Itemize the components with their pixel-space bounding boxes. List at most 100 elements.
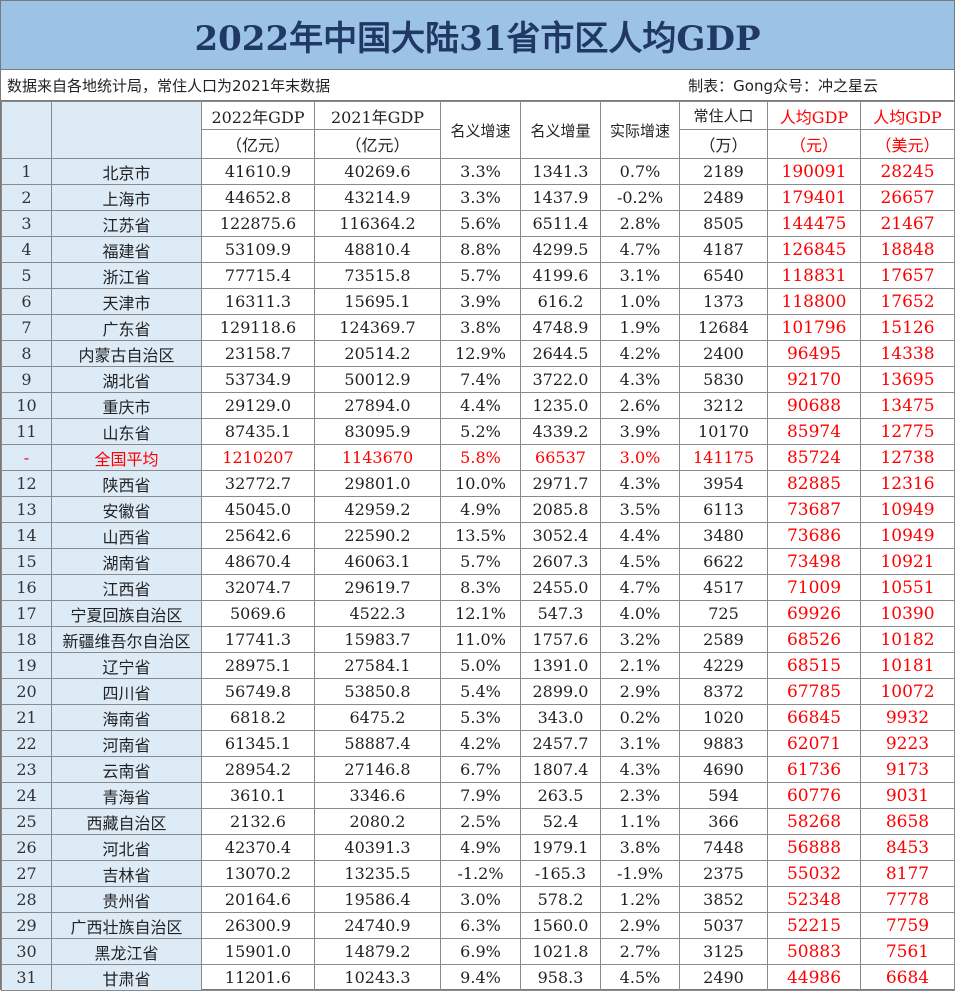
cell-real-rate: 0.7%	[600, 158, 680, 185]
cell-gdp2022: 20164.6	[201, 886, 315, 913]
cell-gdp2022: 28954.2	[201, 756, 315, 783]
cell-rank: 8	[1, 340, 52, 367]
cell-per-capita-usd: 7759	[860, 912, 955, 939]
cell-population: 3480	[679, 522, 768, 549]
cell-gdp2022: 42370.4	[201, 834, 315, 861]
cell-population: 4229	[679, 652, 768, 679]
cell-per-capita-cny: 66845	[767, 704, 861, 731]
cell-nominal-rate: 5.6%	[440, 210, 521, 237]
cell-per-capita-usd: 26657	[860, 184, 955, 211]
cell-gdp2021: 40391.3	[314, 834, 441, 861]
cell-nominal-rate: 3.3%	[440, 184, 521, 211]
cell-per-capita-cny: 85974	[767, 418, 861, 445]
cell-population: 5037	[679, 912, 768, 939]
table-row: 3 江苏省 122875.6 116364.2 5.6% 6511.4 2.8% 8505 14…	[1, 210, 955, 237]
cell-gdp2022: 48670.4	[201, 548, 315, 575]
cell-nominal-increase: 1235.0	[520, 392, 601, 419]
cell-region: 湖北省	[51, 366, 202, 393]
nominal-rate-header: 名义增速	[440, 101, 521, 159]
cell-real-rate: 1.9%	[600, 314, 680, 341]
cell-per-capita-cny: 69926	[767, 600, 861, 627]
table-row: 15 湖南省 48670.4 46063.1 5.7% 2607.3 4.5% 6622 734…	[1, 548, 955, 575]
cell-region: 北京市	[51, 158, 202, 185]
cell-per-capita-cny: 92170	[767, 366, 861, 393]
cell-nominal-rate: 12.1%	[440, 600, 521, 627]
cell-nominal-rate: 5.8%	[440, 444, 521, 471]
cell-real-rate: 2.8%	[600, 210, 680, 237]
cell-population: 1020	[679, 704, 768, 731]
cell-gdp2021: 43214.9	[314, 184, 441, 211]
cell-nominal-increase: 2085.8	[520, 496, 601, 523]
table-row: 22 河南省 61345.1 58887.4 4.2% 2457.7 3.1% 9883 620…	[1, 730, 955, 757]
cell-rank: 30	[1, 938, 52, 965]
cell-population: 4517	[679, 574, 768, 601]
cell-population: 366	[679, 808, 768, 835]
cell-per-capita-cny: 58268	[767, 808, 861, 835]
cell-region: 辽宁省	[51, 652, 202, 679]
per-capita-usd-header: 人均GDP	[860, 101, 955, 130]
author-credit: 制表：Gong众号：冲之星云	[688, 76, 878, 95]
cell-per-capita-cny: 71009	[767, 574, 861, 601]
cell-per-capita-usd: 8658	[860, 808, 955, 835]
cell-population: 2375	[679, 860, 768, 887]
cell-per-capita-cny: 68515	[767, 652, 861, 679]
cell-per-capita-cny: 118800	[767, 288, 861, 315]
cell-gdp2022: 17741.3	[201, 626, 315, 653]
cell-region: 天津市	[51, 288, 202, 315]
table-row: 13 安徽省 45045.0 42959.2 4.9% 2085.8 3.5% 6113 736…	[1, 496, 955, 523]
cell-per-capita-cny: 144475	[767, 210, 861, 237]
cell-per-capita-usd: 18848	[860, 236, 955, 263]
cell-real-rate: 3.9%	[600, 418, 680, 445]
cell-rank: 15	[1, 548, 52, 575]
cell-rank: 1	[1, 158, 52, 185]
cell-per-capita-cny: 73686	[767, 522, 861, 549]
cell-gdp2021: 2080.2	[314, 808, 441, 835]
cell-nominal-rate: 4.9%	[440, 834, 521, 861]
source-note: 数据来自各地统计局，常住人口为2021年末数据 制表：Gong众号：冲之星云	[1, 70, 954, 101]
cell-rank: 11	[1, 418, 52, 445]
cell-per-capita-usd: 10182	[860, 626, 955, 653]
cell-per-capita-cny: 62071	[767, 730, 861, 757]
cell-gdp2021: 48810.4	[314, 236, 441, 263]
cell-real-rate: 4.4%	[600, 522, 680, 549]
cell-rank: 19	[1, 652, 52, 679]
cell-gdp2021: 40269.6	[314, 158, 441, 185]
cell-per-capita-usd: 8177	[860, 860, 955, 887]
cell-gdp2021: 15695.1	[314, 288, 441, 315]
cell-nominal-rate: 9.4%	[440, 964, 521, 991]
cell-region: 海南省	[51, 704, 202, 731]
per-capita-usd-unit: （美元）	[860, 129, 955, 159]
cell-gdp2021: 83095.9	[314, 418, 441, 445]
cell-per-capita-cny: 73687	[767, 496, 861, 523]
cell-real-rate: 2.1%	[600, 652, 680, 679]
cell-rank: 10	[1, 392, 52, 419]
cell-real-rate: 1.2%	[600, 886, 680, 913]
cell-gdp2022: 87435.1	[201, 418, 315, 445]
cell-nominal-rate: 3.9%	[440, 288, 521, 315]
cell-real-rate: 2.7%	[600, 938, 680, 965]
cell-per-capita-cny: 179401	[767, 184, 861, 211]
cell-gdp2021: 6475.2	[314, 704, 441, 731]
cell-nominal-increase: 343.0	[520, 704, 601, 731]
cell-region: 河北省	[51, 834, 202, 861]
cell-per-capita-cny: 82885	[767, 470, 861, 497]
cell-nominal-rate: 7.4%	[440, 366, 521, 393]
table-row: 18 新疆维吾尔自治区 17741.3 15983.7 11.0% 1757.6 3.2% 2…	[1, 626, 955, 653]
table-header: 2022年GDP 2021年GDP 名义增速 名义增量 实际增速 常住人口 人均…	[1, 101, 955, 159]
table-row: 24 青海省 3610.1 3346.6 7.9% 263.5 2.3% 594 60776 90…	[1, 782, 955, 809]
cell-nominal-increase: 2644.5	[520, 340, 601, 367]
cell-gdp2022: 56749.8	[201, 678, 315, 705]
cell-region: 陕西省	[51, 470, 202, 497]
rank-header	[1, 101, 52, 159]
cell-gdp2022: 122875.6	[201, 210, 315, 237]
cell-nominal-increase: 1391.0	[520, 652, 601, 679]
table-row: 29 广西壮族自治区 26300.9 24740.9 6.3% 1560.0 2.9% 503…	[1, 912, 955, 939]
cell-rank: 21	[1, 704, 52, 731]
cell-real-rate: 4.3%	[600, 366, 680, 393]
cell-real-rate: 4.3%	[600, 470, 680, 497]
table-row: 8 内蒙古自治区 23158.7 20514.2 12.9% 2644.5 4.2% 2400…	[1, 340, 955, 367]
cell-per-capita-usd: 10181	[860, 652, 955, 679]
cell-gdp2022: 15901.0	[201, 938, 315, 965]
table-row: 1 北京市 41610.9 40269.6 3.3% 1341.3 0.7% 2189 1900…	[1, 158, 955, 185]
cell-real-rate: 4.5%	[600, 964, 680, 991]
